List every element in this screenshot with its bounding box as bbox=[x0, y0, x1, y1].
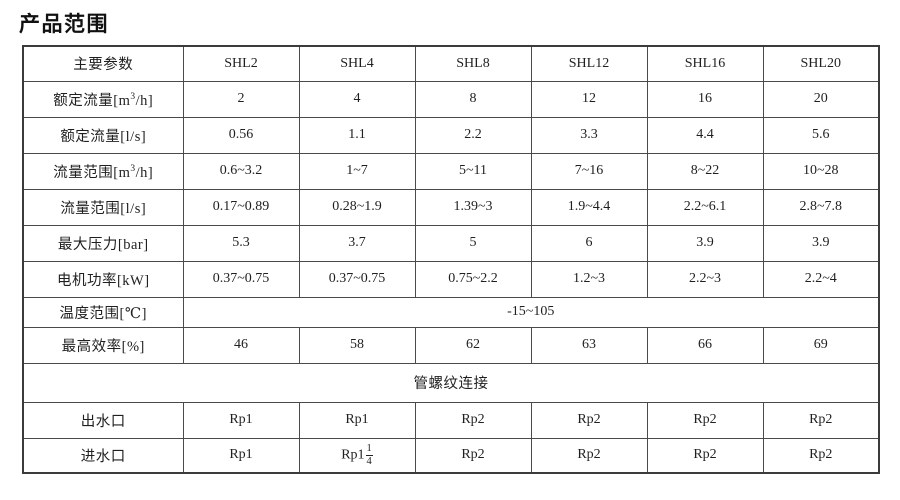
row-label-cell: 额定流量[l/s] bbox=[22, 116, 184, 154]
row-rated-flow-ls: 额定流量[l/s] 0.56 1.1 2.2 3.3 4.4 5.6 bbox=[22, 116, 880, 154]
model-header-cell: SHL16 bbox=[646, 45, 764, 82]
value-cell: 2.8~7.8 bbox=[762, 188, 880, 226]
row-label-cell: 进水口 bbox=[22, 437, 184, 474]
value-cell: 2.2 bbox=[414, 116, 532, 154]
value-cell: 1.1 bbox=[298, 116, 416, 154]
row-pipe-thread-connection: 管螺纹连接 bbox=[22, 362, 880, 403]
row-label-cell: 最高效率[%] bbox=[22, 326, 184, 364]
model-header-cell: SHL4 bbox=[298, 45, 416, 82]
value-cell: Rp2 bbox=[414, 401, 532, 439]
row-outlet: 出水口 Rp1 Rp1 Rp2 Rp2 Rp2 Rp2 bbox=[22, 401, 880, 439]
value-cell: 66 bbox=[646, 326, 764, 364]
value-cell: Rp1 bbox=[298, 401, 416, 439]
label-text: 额定流量[m bbox=[53, 92, 131, 109]
value-cell: 4.4 bbox=[646, 116, 764, 154]
value-cell: Rp2 bbox=[530, 401, 648, 439]
value-cell: Rp2 bbox=[646, 437, 764, 474]
row-label-cell: 出水口 bbox=[22, 401, 184, 439]
row-label-cell: 最大压力[bar] bbox=[22, 224, 184, 262]
fraction-denominator: 4 bbox=[366, 455, 372, 467]
page-title: 产品范围 bbox=[19, 13, 109, 36]
value-cell: 10~28 bbox=[762, 152, 880, 190]
row-max-pressure: 最大压力[bar] 5.3 3.7 5 6 3.9 3.9 bbox=[22, 224, 880, 262]
row-rated-flow-m3h: 额定流量[m3/h] 2 4 8 12 16 20 bbox=[22, 80, 880, 118]
label-text: 流量范围[m bbox=[53, 164, 131, 181]
product-spec-table: 主要参数 SHL2 SHL4 SHL8 SHL12 SHL16 SHL20 额定… bbox=[22, 45, 880, 474]
value-cell: 7~16 bbox=[530, 152, 648, 190]
fraction-numerator: 1 bbox=[365, 443, 373, 456]
value-cell: 69 bbox=[762, 326, 880, 364]
value-cell: 1~7 bbox=[298, 152, 416, 190]
row-label-cell: 流量范围[m3/h] bbox=[22, 152, 184, 190]
value-cell: 8 bbox=[414, 80, 532, 118]
value-cell: 5 bbox=[414, 224, 532, 262]
superscript: 3 bbox=[130, 91, 136, 102]
table-header-row: 主要参数 SHL2 SHL4 SHL8 SHL12 SHL16 SHL20 bbox=[22, 45, 880, 82]
row-label-cell: 额定流量[m3/h] bbox=[22, 80, 184, 118]
value-cell: 3.9 bbox=[646, 224, 764, 262]
row-temperature-range: 温度范围[℃] -15~105 bbox=[22, 296, 880, 328]
value-cell: 1.2~3 bbox=[530, 260, 648, 298]
value-cell: 2.2~3 bbox=[646, 260, 764, 298]
value-cell: 3.7 bbox=[298, 224, 416, 262]
fraction-base: Rp1 bbox=[341, 447, 365, 463]
section-header-cell: 管螺纹连接 bbox=[22, 362, 880, 403]
value-cell: 3.3 bbox=[530, 116, 648, 154]
value-cell: 20 bbox=[762, 80, 880, 118]
row-label-cell: 温度范围[℃] bbox=[22, 296, 184, 328]
row-label-cell: 电机功率[kW] bbox=[22, 260, 184, 298]
model-header-cell: SHL12 bbox=[530, 45, 648, 82]
value-cell: 46 bbox=[182, 326, 300, 364]
merged-value-cell: -15~105 bbox=[182, 296, 880, 328]
value-cell: 0.75~2.2 bbox=[414, 260, 532, 298]
value-cell: 4 bbox=[298, 80, 416, 118]
row-flow-range-m3h: 流量范围[m3/h] 0.6~3.2 1~7 5~11 7~16 8~22 10… bbox=[22, 152, 880, 190]
row-flow-range-ls: 流量范围[l/s] 0.17~0.89 0.28~1.9 1.39~3 1.9~… bbox=[22, 188, 880, 226]
value-cell: 0.56 bbox=[182, 116, 300, 154]
value-cell: 3.9 bbox=[762, 224, 880, 262]
value-cell: 1.39~3 bbox=[414, 188, 532, 226]
value-cell: 16 bbox=[646, 80, 764, 118]
value-cell: Rp2 bbox=[530, 437, 648, 474]
value-cell: Rp1 bbox=[182, 401, 300, 439]
value-cell: 58 bbox=[298, 326, 416, 364]
row-motor-power: 电机功率[kW] 0.37~0.75 0.37~0.75 0.75~2.2 1.… bbox=[22, 260, 880, 298]
model-header-cell: SHL8 bbox=[414, 45, 532, 82]
label-text: /h] bbox=[135, 164, 154, 181]
value-cell: 0.37~0.75 bbox=[298, 260, 416, 298]
model-header-cell: SHL20 bbox=[762, 45, 880, 82]
value-cell: 2 bbox=[182, 80, 300, 118]
value-cell: 2.2~4 bbox=[762, 260, 880, 298]
value-cell: Rp2 bbox=[414, 437, 532, 474]
value-cell: 6 bbox=[530, 224, 648, 262]
value-cell: 12 bbox=[530, 80, 648, 118]
value-cell: Rp2 bbox=[646, 401, 764, 439]
value-cell: 8~22 bbox=[646, 152, 764, 190]
value-cell: 1.9~4.4 bbox=[530, 188, 648, 226]
value-cell: 5.6 bbox=[762, 116, 880, 154]
value-cell-with-fraction: Rp1 1 4 bbox=[298, 437, 416, 474]
superscript: 3 bbox=[130, 163, 136, 174]
value-cell: 0.17~0.89 bbox=[182, 188, 300, 226]
row-max-efficiency: 最高效率[%] 46 58 62 63 66 69 bbox=[22, 326, 880, 364]
value-cell: 63 bbox=[530, 326, 648, 364]
value-cell: 0.37~0.75 bbox=[182, 260, 300, 298]
value-cell: 0.6~3.2 bbox=[182, 152, 300, 190]
row-inlet: 进水口 Rp1 Rp1 1 4 Rp2 Rp2 Rp2 Rp2 bbox=[22, 437, 880, 474]
label-text: /h] bbox=[135, 92, 154, 109]
value-cell: 62 bbox=[414, 326, 532, 364]
value-cell: Rp1 bbox=[182, 437, 300, 474]
value-cell: Rp2 bbox=[762, 437, 880, 474]
value-cell: 0.28~1.9 bbox=[298, 188, 416, 226]
row-label-cell: 流量范围[l/s] bbox=[22, 188, 184, 226]
value-cell: 5~11 bbox=[414, 152, 532, 190]
value-cell: 5.3 bbox=[182, 224, 300, 262]
param-header-cell: 主要参数 bbox=[22, 45, 184, 82]
model-header-cell: SHL2 bbox=[182, 45, 300, 82]
value-cell: 2.2~6.1 bbox=[646, 188, 764, 226]
value-cell: Rp2 bbox=[762, 401, 880, 439]
